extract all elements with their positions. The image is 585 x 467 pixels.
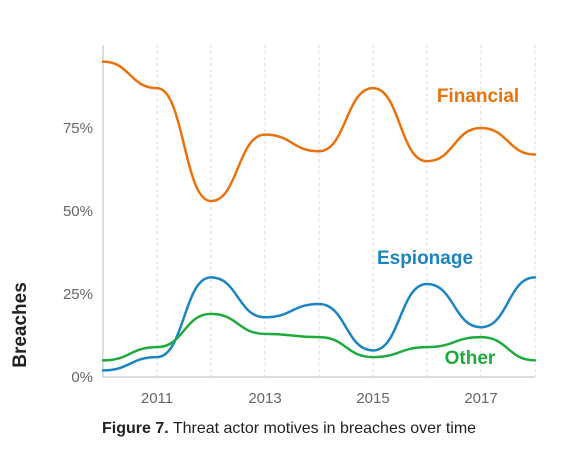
- figure-caption-text: Threat actor motives in breaches over ti…: [168, 420, 477, 437]
- legend-espionage: Espionage: [377, 248, 473, 269]
- x-tick-labels: 2011 2013 2015 2017: [141, 390, 498, 407]
- legend-other: Other: [445, 348, 496, 369]
- y-tick-label: 0%: [71, 369, 93, 386]
- legend-financial: Financial: [437, 86, 519, 107]
- figure-caption: Figure 7. Threat actor motives in breach…: [102, 420, 476, 438]
- gridlines: [156, 45, 536, 377]
- x-tick-label: 2017: [464, 390, 497, 407]
- y-tick-label: 50%: [63, 203, 93, 220]
- series-line-financial: [101, 60, 537, 203]
- y-tick-labels: 0% 25% 50% 75%: [63, 120, 93, 386]
- y-tick-label: 25%: [63, 286, 93, 303]
- series-lines: [101, 60, 537, 372]
- series-line-other: [101, 312, 537, 362]
- x-tick-label: 2011: [141, 390, 173, 407]
- figure-number: Figure 7.: [102, 420, 169, 437]
- y-tick-label: 75%: [63, 120, 93, 137]
- y-axis-label: Breaches: [10, 282, 31, 368]
- series-line-espionage: [101, 276, 537, 372]
- x-tick-label: 2015: [356, 390, 389, 407]
- x-tick-label: 2013: [248, 390, 281, 407]
